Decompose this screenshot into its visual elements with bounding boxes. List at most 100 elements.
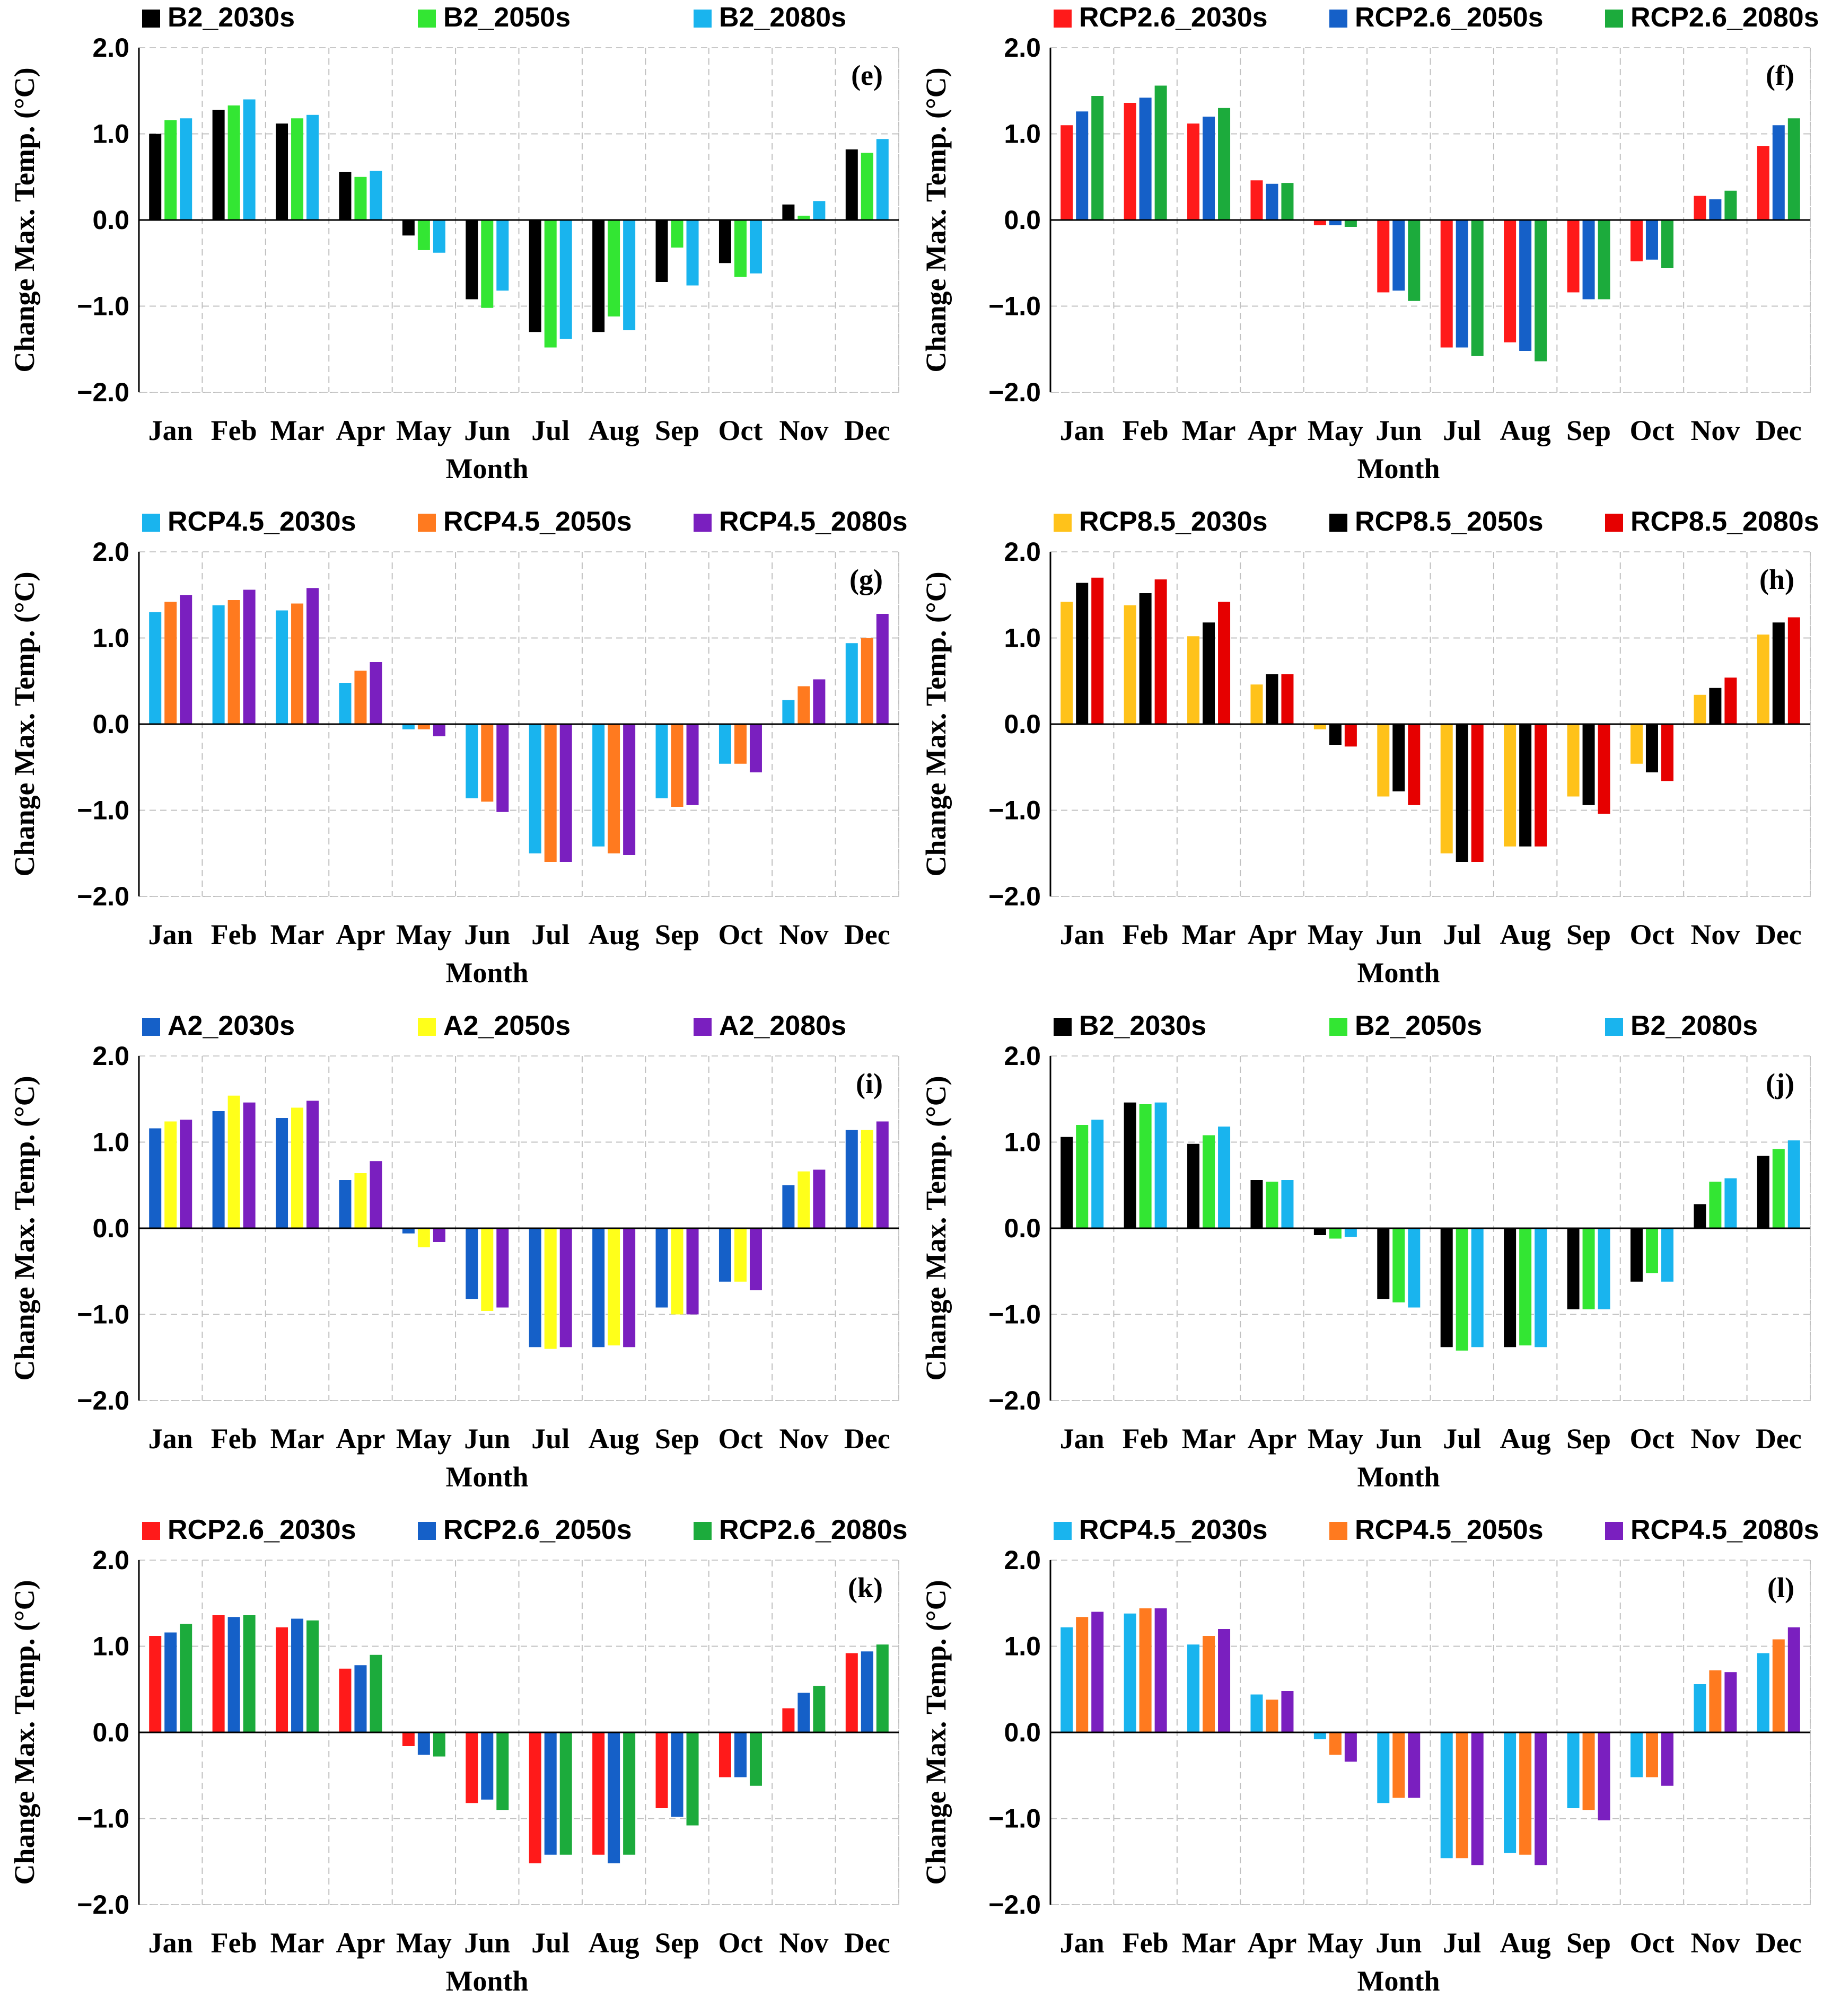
legend: RCP4.5_2030s RCP4.5_2050s RCP4.5_2080s — [1054, 1515, 1819, 1545]
bar — [1456, 724, 1468, 862]
y-tick-label: 2.0 — [92, 537, 129, 567]
bar — [671, 1732, 683, 1817]
x-axis-title: Month — [1357, 957, 1440, 989]
bar — [1709, 1182, 1722, 1228]
bars — [149, 99, 889, 348]
legend-swatch — [418, 1522, 436, 1540]
bar — [1519, 1732, 1532, 1855]
x-tick-label: Aug — [589, 415, 639, 446]
x-tick-label: Oct — [718, 1927, 762, 1959]
bar — [212, 1615, 225, 1732]
bar — [1329, 220, 1342, 225]
y-tick-label: 1.0 — [1004, 623, 1041, 653]
y-tick-label: 0.0 — [1004, 709, 1041, 739]
x-tick-label: Apr — [336, 1423, 385, 1455]
x-tick-label: Jun — [464, 1423, 510, 1455]
x-tick-label: Oct — [718, 415, 762, 446]
bar — [1091, 1120, 1104, 1228]
chart-panel: 2.0 1.0 0.0 −1.0 −2.0 Jan Feb Mar Apr May Jun Jul Au… — [920, 1515, 1819, 1997]
legend-label: RCP2.6_2080s — [1631, 2, 1819, 33]
x-tick-label: Jan — [148, 919, 193, 950]
legend-label: RCP4.5_2030s — [168, 506, 356, 537]
y-axis-title: Change Max. Temp. (°C) — [8, 1580, 40, 1885]
x-tick-label: Aug — [1500, 415, 1551, 446]
x-tick-label: Jan — [1060, 1423, 1105, 1455]
bar — [180, 1624, 192, 1732]
legend: A2_2030s A2_2050s A2_2080s — [142, 1010, 846, 1041]
bar — [354, 1173, 367, 1228]
bar — [243, 99, 256, 220]
chart-panel: 2.0 1.0 0.0 −1.0 −2.0 Jan Feb Mar Apr May Jun Jul Au… — [8, 1010, 899, 1493]
y-tick-label: 2.0 — [1004, 1041, 1041, 1071]
bar — [1772, 622, 1785, 724]
bar — [1203, 117, 1215, 220]
legend: B2_2030s B2_2050s B2_2080s — [142, 2, 846, 33]
bar — [623, 220, 636, 330]
panel-label: (g) — [849, 564, 883, 595]
x-tick-label: Mar — [1182, 919, 1236, 950]
bar — [291, 603, 304, 724]
x-tick-label: Mar — [1182, 415, 1236, 446]
bar — [529, 220, 541, 332]
bar — [1471, 220, 1484, 356]
bars — [149, 588, 889, 862]
bar — [1772, 1149, 1785, 1228]
bar — [1218, 602, 1231, 724]
bar — [1408, 220, 1421, 301]
y-axis-title: Change Max. Temp. (°C) — [920, 1580, 952, 1885]
bar — [370, 1654, 382, 1732]
legend-label: RCP2.6_2080s — [719, 1515, 908, 1545]
x-tick-label: Aug — [589, 919, 639, 950]
bar — [592, 724, 605, 847]
x-tick-label: Jun — [464, 415, 510, 446]
bar — [306, 588, 319, 724]
bar — [1535, 220, 1547, 362]
bar — [1757, 1156, 1769, 1228]
bar — [212, 110, 225, 220]
bar — [402, 1228, 415, 1234]
panel-label: (i) — [856, 1068, 883, 1099]
bar — [227, 600, 240, 724]
bar — [402, 1732, 415, 1746]
bar — [1582, 220, 1595, 300]
x-tick-label: May — [396, 1423, 452, 1455]
legend-label: RCP2.6_2030s — [168, 1515, 356, 1545]
bar — [1440, 1732, 1453, 1859]
x-tick-label: Mar — [270, 1423, 325, 1455]
y-tick-label: −2.0 — [77, 882, 129, 911]
legend-swatch — [142, 514, 160, 532]
bar — [1567, 1228, 1580, 1309]
legend-label: RCP4.5_2080s — [1631, 1515, 1819, 1545]
bars — [149, 1095, 889, 1349]
bar — [1772, 125, 1785, 220]
bars — [1061, 1608, 1800, 1865]
bar — [180, 595, 192, 724]
bar — [782, 204, 795, 220]
legend-swatch — [1329, 10, 1347, 28]
x-tick-label: Dec — [844, 919, 890, 950]
bar — [306, 115, 319, 220]
bar — [1091, 1612, 1104, 1732]
bar — [861, 153, 873, 220]
bar — [861, 1130, 873, 1228]
x-tick-label: Jun — [464, 1927, 510, 1959]
panel-label: (h) — [1759, 564, 1794, 595]
bar — [876, 614, 889, 724]
bar — [370, 1161, 382, 1228]
bar — [1504, 1228, 1517, 1348]
bar — [1645, 220, 1658, 260]
x-tick-label: Oct — [1629, 1423, 1674, 1455]
bar — [1344, 1732, 1357, 1762]
x-tick-label: Feb — [211, 1423, 257, 1455]
bar — [845, 149, 858, 220]
bar — [1504, 220, 1517, 342]
x-tick-label: Mar — [270, 919, 325, 950]
x-axis-title: Month — [445, 453, 528, 485]
legend-label: RCP2.6_2050s — [1355, 2, 1544, 33]
x-tick-label: Dec — [844, 1423, 890, 1455]
y-tick-label: 1.0 — [92, 1632, 129, 1661]
legend-label: RCP4.5_2050s — [443, 506, 632, 537]
bar — [1377, 724, 1390, 797]
bar — [782, 700, 795, 724]
bar — [671, 724, 683, 807]
